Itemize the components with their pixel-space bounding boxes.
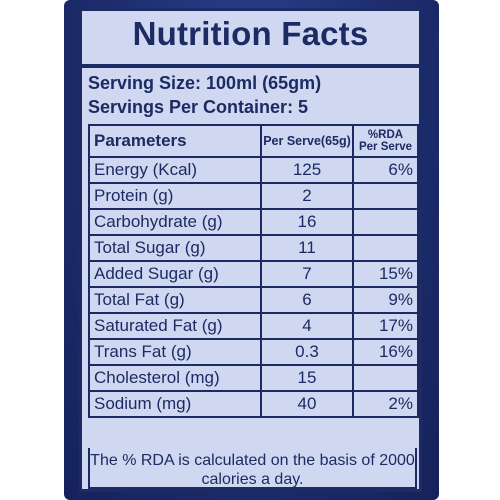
footnote: The % RDA is calculated on the basis of … [90, 452, 415, 488]
nutrient-value: 6 [260, 286, 354, 314]
table-row: Total Sugar (g) 11 [88, 234, 419, 262]
table-row: Cholesterol (mg) 15 [88, 364, 419, 392]
nutrient-rda [352, 364, 419, 392]
table-row: Saturated Fat (g) 4 17% [88, 312, 419, 340]
nutrient-name: Energy (Kcal) [88, 156, 262, 184]
nutrient-value: 40 [260, 390, 354, 418]
table-header-row: Parameters Per Serve(65g) %RDA Per Serve [88, 124, 419, 158]
nutrient-rda: 16% [352, 338, 419, 366]
nutrient-value: 4 [260, 312, 354, 340]
header-per-serve: Per Serve(65g) [260, 124, 354, 158]
nutrient-value: 2 [260, 182, 354, 210]
table-row: Total Fat (g) 6 9% [88, 286, 419, 314]
header-parameters: Parameters [88, 124, 262, 158]
header-rda-line1: %RDA [367, 129, 404, 141]
nutrient-rda: 9% [352, 286, 419, 314]
table-row: Trans Fat (g) 0.3 16% [88, 338, 419, 366]
title-divider [82, 64, 419, 68]
nutrition-table: Parameters Per Serve(65g) %RDA Per Serve… [88, 124, 419, 418]
table-row: Sodium (mg) 40 2% [88, 390, 419, 418]
footnote-box [88, 448, 417, 489]
nutrient-rda [352, 182, 419, 210]
serving-size: Serving Size: 100ml (65gm) [88, 73, 322, 93]
nutrient-name: Total Sugar (g) [88, 234, 262, 262]
table-row: Carbohydrate (g) 16 [88, 208, 419, 236]
nutrient-value: 7 [260, 260, 354, 288]
nutrient-rda [352, 208, 419, 236]
nutrient-value: 125 [260, 156, 354, 184]
nutrient-value: 15 [260, 364, 354, 392]
table-body: Energy (Kcal) 125 6% Protein (g) 2 Carbohydra… [88, 156, 419, 418]
nutrient-rda: 15% [352, 260, 419, 288]
nutrient-rda: 2% [352, 390, 419, 418]
nutrient-rda [352, 234, 419, 262]
nutrient-name: Added Sugar (g) [88, 260, 262, 288]
table-row: Added Sugar (g) 7 15% [88, 260, 419, 288]
header-rda-line2: Per Serve [358, 141, 413, 153]
nutrient-name: Trans Fat (g) [88, 338, 262, 366]
table-row: Energy (Kcal) 125 6% [88, 156, 419, 184]
nutrient-name: Carbohydrate (g) [88, 208, 262, 236]
table-row: Protein (g) 2 [88, 182, 419, 210]
nutrient-rda: 6% [352, 156, 419, 184]
panel-title: Nutrition Facts [132, 15, 369, 52]
nutrient-name: Protein (g) [88, 182, 262, 210]
nutrient-name: Cholesterol (mg) [88, 364, 262, 392]
nutrient-name: Total Fat (g) [88, 286, 262, 314]
nutrient-name: Saturated Fat (g) [88, 312, 262, 340]
nutrition-facts-panel: Nutrition Facts Serving Size: 100ml (65g… [79, 8, 422, 492]
nutrient-value: 0.3 [260, 338, 354, 366]
header-rda: %RDA Per Serve [352, 124, 419, 158]
nutrient-value: 16 [260, 208, 354, 236]
nutrient-name: Sodium (mg) [88, 390, 262, 418]
nutrient-value: 11 [260, 234, 354, 262]
servings-per-container: Servings Per Container: 5 [88, 97, 309, 117]
nutrient-rda: 17% [352, 312, 419, 340]
